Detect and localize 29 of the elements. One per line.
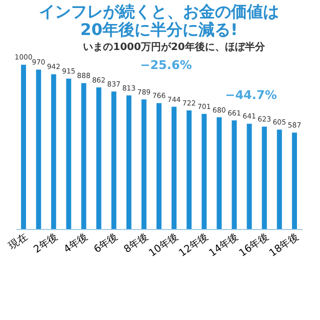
x-tick-label: 18年後 [267, 230, 301, 260]
bar [202, 114, 207, 229]
bar [172, 106, 177, 229]
bar [36, 70, 42, 229]
x-tick-label: 4年後 [62, 230, 90, 256]
annotation: −44.7% [225, 88, 277, 102]
bar [51, 74, 56, 229]
x-tick-label: 6年後 [92, 230, 120, 256]
bar [126, 95, 132, 229]
bar [262, 126, 267, 229]
bar [186, 110, 192, 229]
bar [111, 91, 116, 229]
annotation: −25.6% [140, 58, 192, 72]
bar [276, 130, 282, 229]
bar [246, 124, 252, 229]
bar [96, 87, 102, 229]
bar [292, 132, 297, 229]
x-tick-label: 2年後 [31, 230, 60, 256]
bar [21, 64, 26, 229]
bar [81, 83, 86, 229]
bar [141, 99, 146, 229]
bar [156, 103, 162, 229]
text: インフレが続くと、お金の価値は [39, 2, 279, 21]
text: 20年後に半分に減る! [80, 20, 238, 39]
text: いまの1000万円が20年後に、ほぼ半分 [83, 41, 266, 53]
bar [66, 78, 72, 229]
bar [232, 120, 237, 229]
bar [216, 117, 222, 229]
x-tick-label: 現在 [6, 230, 30, 252]
